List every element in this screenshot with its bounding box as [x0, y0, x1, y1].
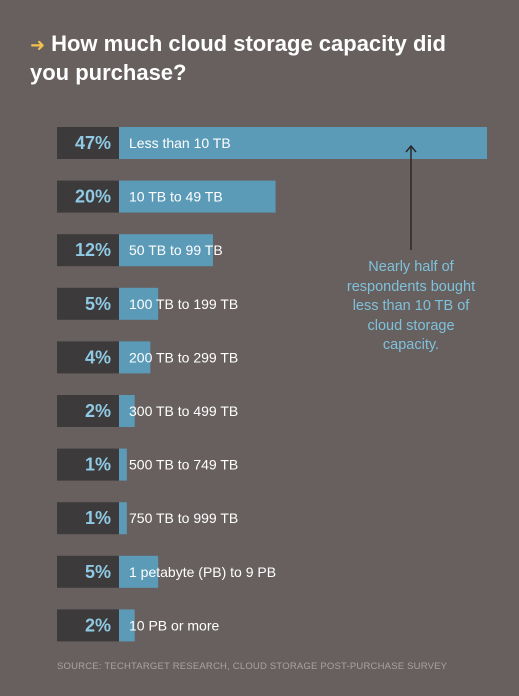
arrow-up-icon	[405, 144, 417, 153]
category-label: 750 TB to 999 TB	[129, 510, 238, 526]
value-box	[57, 341, 119, 374]
value-label: 2%	[85, 615, 111, 635]
value-label: 20%	[75, 187, 111, 207]
value-label: 1%	[85, 455, 111, 475]
bar-row: 47% Less than 10 TB	[57, 127, 487, 159]
value-label: 1%	[85, 508, 111, 528]
value-label: 2%	[85, 401, 111, 421]
bar	[119, 609, 135, 642]
value-box	[57, 127, 119, 159]
category-label: 10 PB or more	[129, 617, 219, 633]
value-box	[57, 234, 119, 267]
category-label: 10 TB to 49 TB	[129, 189, 223, 205]
bar	[119, 341, 151, 374]
bar	[119, 395, 135, 427]
chart-title: ➜ How much cloud storage capacity did you…	[30, 30, 490, 86]
value-label: 5%	[85, 294, 111, 314]
value-box	[57, 609, 119, 642]
bar-row: 1% 750 TB to 999 TB	[57, 502, 238, 535]
value-label: 47%	[75, 133, 111, 153]
category-label: Less than 10 TB	[129, 135, 231, 151]
bar-row: 4% 200 TB to 299 TB	[57, 341, 238, 374]
bar-row: 1% 500 TB to 749 TB	[57, 448, 238, 481]
bar	[119, 180, 276, 213]
bar	[119, 448, 127, 481]
category-label: 50 TB to 99 TB	[129, 242, 223, 258]
value-label: 5%	[85, 562, 111, 582]
bar-row: 5% 1 petabyte (PB) to 9 PB	[57, 555, 276, 588]
value-box	[57, 180, 119, 213]
value-label: 4%	[85, 347, 111, 367]
bar	[119, 234, 213, 267]
bar-row: 2% 10 PB or more	[57, 609, 219, 642]
category-label: 200 TB to 299 TB	[129, 349, 238, 365]
bar	[119, 555, 159, 588]
arrow-right-icon: ➜	[30, 35, 46, 55]
bar	[119, 502, 127, 535]
bar	[119, 287, 159, 320]
value-box	[57, 555, 119, 588]
chart-title-text: How much cloud storage capacity did you …	[30, 31, 446, 85]
bar-row: 2% 300 TB to 499 TB	[57, 395, 238, 427]
bar-row: 5% 100 TB to 199 TB	[57, 287, 238, 320]
value-box	[57, 448, 119, 481]
category-label: 300 TB to 499 TB	[129, 403, 238, 419]
category-label: 500 TB to 749 TB	[129, 457, 238, 473]
category-label: 100 TB to 199 TB	[129, 296, 238, 312]
value-box	[57, 502, 119, 535]
bar-row: 12% 50 TB to 99 TB	[57, 234, 223, 267]
source-note: SOURCE: TECHTARGET RESEARCH, CLOUD STORA…	[57, 661, 448, 672]
bar-row: 20% 10 TB to 49 TB	[57, 180, 276, 213]
value-box	[57, 395, 119, 427]
value-label: 12%	[75, 240, 111, 260]
value-box	[57, 287, 119, 320]
chart-annotation: Nearly half of respondents bought less t…	[346, 259, 476, 353]
bar	[119, 127, 487, 159]
category-label: 1 petabyte (PB) to 9 PB	[129, 564, 276, 580]
